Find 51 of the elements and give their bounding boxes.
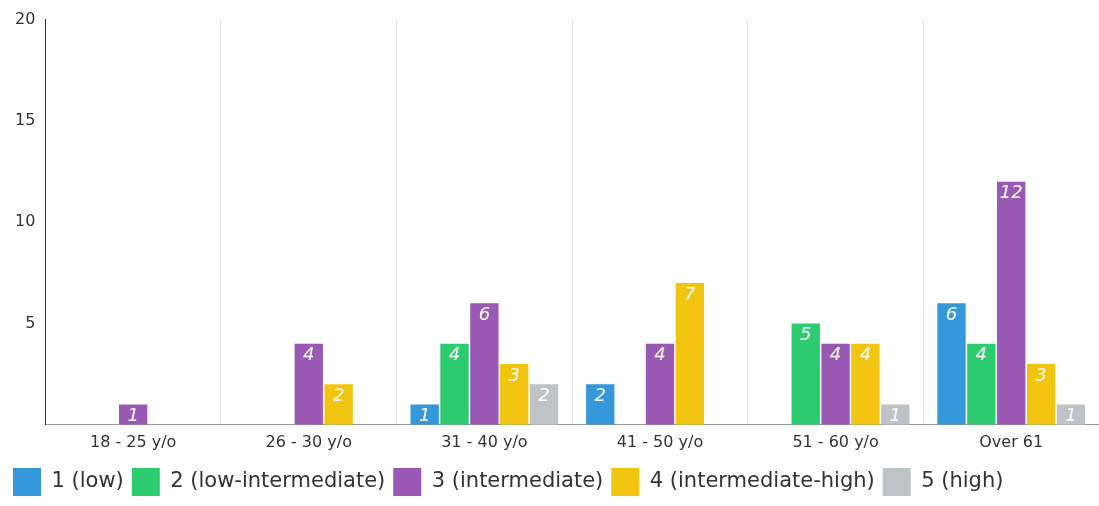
bar	[997, 181, 1026, 425]
bar	[675, 282, 705, 425]
data-label: 3	[508, 363, 520, 385]
data-label: 7	[684, 282, 697, 304]
bar	[586, 384, 615, 425]
data-label: 1	[889, 404, 902, 426]
x-tick-label: 26 - 30 y/o	[265, 431, 352, 451]
x-tick-label: 51 - 60 y/o	[792, 431, 879, 451]
bar	[294, 343, 323, 425]
y-tick-label: 15	[15, 110, 36, 130]
bar	[500, 364, 529, 425]
data-label: 1	[418, 404, 431, 426]
data-label: 6	[945, 302, 958, 324]
bar	[440, 343, 469, 425]
data-label: 4	[303, 343, 315, 365]
legend-label: 3 (intermediate)	[431, 468, 604, 493]
data-label: 4	[975, 343, 988, 365]
legend-label: 5 (high)	[921, 468, 1004, 493]
y-tick-label: 10	[15, 211, 36, 231]
data-label: 1	[127, 404, 139, 426]
bar	[821, 343, 850, 425]
data-label: 2	[594, 383, 606, 405]
x-tick-label: Over 61	[979, 431, 1044, 451]
legend-label: 2 (low-intermediate)	[170, 468, 386, 493]
bar	[529, 384, 559, 425]
bar	[937, 303, 966, 425]
legend-label: 1 (low)	[51, 468, 124, 493]
data-label: 3	[1035, 363, 1047, 385]
bar	[1026, 364, 1056, 425]
data-label: 4	[829, 343, 842, 365]
bar	[791, 323, 820, 425]
bar	[470, 303, 499, 425]
bar	[645, 343, 675, 425]
x-tick-label: 31 - 40 y/o	[441, 431, 528, 451]
y-tick-label: 20	[15, 8, 36, 28]
data-label: 5	[800, 323, 812, 345]
x-tick-label: 18 - 25 y/o	[89, 431, 177, 451]
legend-label: 4 (intermediate-high)	[649, 468, 875, 493]
data-label: 4	[859, 343, 872, 365]
data-label: 12	[999, 181, 1023, 203]
bar	[851, 343, 880, 425]
data-label: 4	[448, 343, 461, 365]
data-label: 1	[1065, 404, 1077, 426]
data-label: 2	[538, 383, 550, 405]
data-label: 6	[478, 302, 491, 324]
y-tick-label: 5	[25, 312, 36, 332]
bar	[967, 343, 996, 425]
data-label: 2	[332, 383, 345, 405]
x-tick-label: 41 - 50 y/o	[616, 431, 704, 451]
data-label: 4	[654, 343, 666, 365]
bar	[324, 384, 353, 425]
